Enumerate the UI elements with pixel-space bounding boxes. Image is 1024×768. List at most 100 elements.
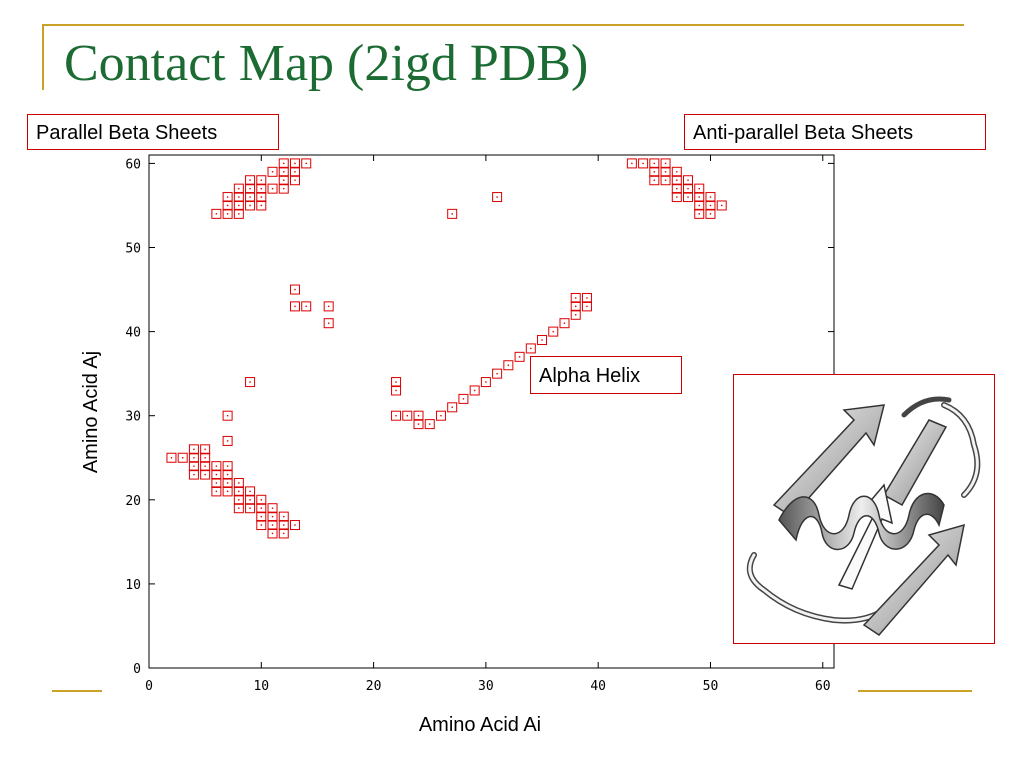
contact-point [233, 192, 244, 203]
top-rule [42, 24, 964, 26]
contact-point [267, 503, 278, 514]
left-rule [42, 24, 44, 90]
x-tick-label: 20 [366, 679, 382, 694]
contact-point [413, 419, 424, 430]
contact-point [525, 343, 536, 354]
contact-point [267, 166, 278, 177]
contact-point [256, 503, 267, 514]
contact-point [256, 200, 267, 211]
x-tick-label: 0 [145, 679, 153, 694]
contact-point [233, 477, 244, 488]
contact-point [694, 208, 705, 219]
contact-point [626, 158, 637, 169]
y-tick-label: 0 [133, 662, 141, 677]
contact-point [683, 192, 694, 203]
contact-point [671, 166, 682, 177]
contact-point [581, 301, 592, 312]
contact-point [222, 469, 233, 480]
contact-point [267, 511, 278, 522]
contact-point [638, 158, 649, 169]
contact-point [256, 494, 267, 505]
contact-point [301, 301, 312, 312]
contact-point [222, 200, 233, 211]
contact-points [166, 158, 727, 539]
contact-point [660, 175, 671, 186]
contact-point [245, 503, 256, 514]
slide-title: Contact Map (2igd PDB) [64, 35, 589, 92]
contact-point [705, 192, 716, 203]
contact-point [323, 318, 334, 329]
contact-point [245, 494, 256, 505]
contact-point [492, 192, 503, 203]
y-tick-label: 20 [125, 494, 141, 509]
contact-point [222, 435, 233, 446]
contact-point [649, 166, 660, 177]
contact-point [402, 410, 413, 421]
contact-point [233, 208, 244, 219]
x-tick-label: 60 [815, 679, 831, 694]
contact-point [694, 192, 705, 203]
protein-ribbon-icon [746, 396, 981, 636]
contact-point [222, 192, 233, 203]
contact-point [256, 183, 267, 194]
contact-point [469, 385, 480, 396]
x-tick-label: 10 [253, 679, 269, 694]
contact-point [649, 158, 660, 169]
contact-point [278, 511, 289, 522]
contact-point [267, 528, 278, 539]
contact-point [188, 444, 199, 455]
y-tick-label: 30 [125, 410, 141, 425]
contact-point [222, 486, 233, 497]
contact-point [200, 452, 211, 463]
contact-point [683, 175, 694, 186]
contact-point [660, 158, 671, 169]
contact-point [503, 360, 514, 371]
bottom-rule-right [858, 690, 972, 692]
contact-point [391, 410, 402, 421]
contact-point [222, 208, 233, 219]
contact-point [188, 461, 199, 472]
contact-point [256, 192, 267, 203]
contact-point [222, 477, 233, 488]
contact-point [188, 469, 199, 480]
contact-point [188, 452, 199, 463]
contact-point [267, 520, 278, 531]
contact-point [671, 192, 682, 203]
contact-point [492, 368, 503, 379]
contact-point [222, 461, 233, 472]
contact-point [211, 208, 222, 219]
contact-point [278, 183, 289, 194]
callout-antiparallel-beta: Anti-parallel Beta Sheets [684, 114, 986, 150]
contact-point [278, 175, 289, 186]
contact-point [649, 175, 660, 186]
contact-point [211, 469, 222, 480]
contact-point [514, 351, 525, 362]
contact-point [245, 377, 256, 388]
contact-point [233, 200, 244, 211]
contact-point [447, 402, 458, 413]
contact-point [548, 326, 559, 337]
bottom-rule-left [52, 690, 102, 692]
contact-point [301, 158, 312, 169]
contact-point [716, 200, 727, 211]
contact-point [447, 208, 458, 219]
contact-point [278, 520, 289, 531]
axis-ticks: 0 10 20 30 40 50 60 0 10 20 30 40 50 60 [125, 155, 834, 694]
contact-point [200, 469, 211, 480]
contact-point [289, 301, 300, 312]
contact-point [289, 284, 300, 295]
x-axis-label: Amino Acid Ai [418, 714, 542, 736]
contact-point [570, 292, 581, 303]
contact-point [245, 486, 256, 497]
contact-point [278, 528, 289, 539]
contact-point [537, 335, 548, 346]
y-axis-label: Amino Acid Aj [80, 350, 102, 474]
y-tick-label: 60 [125, 157, 141, 172]
plot-frame [148, 154, 835, 669]
x-tick-label: 30 [478, 679, 494, 694]
contact-point [660, 166, 671, 177]
contact-point [278, 166, 289, 177]
contact-point [222, 410, 233, 421]
x-tick-label: 40 [590, 679, 606, 694]
